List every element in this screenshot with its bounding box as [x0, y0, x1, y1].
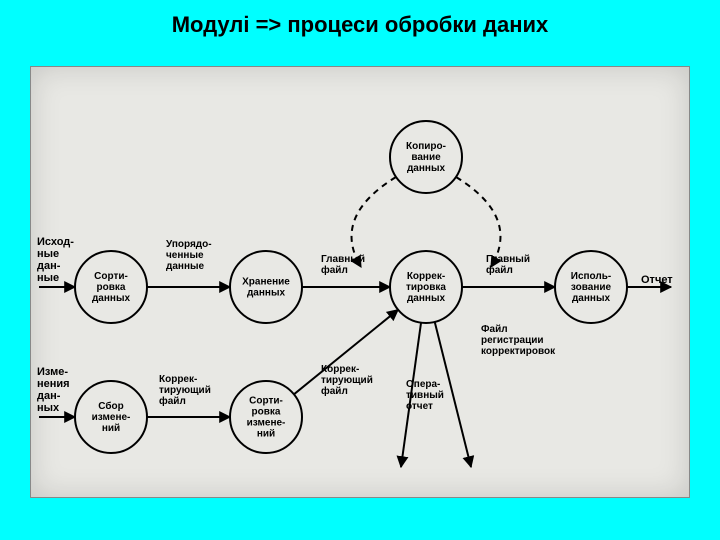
edge-label: Коррек-тирующийфайл — [321, 364, 373, 397]
node-label-collect: Сборизмене-ний — [92, 400, 131, 434]
node-label-store: Хранениеданных — [242, 277, 290, 299]
node-label-sortch: Сорти-ровкаизмене-ний — [247, 396, 286, 440]
external-label: Исход-ныедан-ные — [37, 236, 74, 284]
edge-label: Упорядо-ченныеданные — [166, 239, 212, 272]
node-label-corr: Коррек-тировкаданных — [406, 271, 446, 304]
diagram-container: Упорядо-ченныеданные Главныйфайл Главныйфа… — [30, 66, 690, 498]
node-label-sort: Сорти-ровкаданных — [92, 271, 131, 304]
edge-label: Главныйфайл — [321, 254, 365, 276]
node-label-use: Исполь-зованиеданных — [571, 271, 612, 304]
edge-label: Опера-тивныйотчет — [406, 379, 444, 412]
edge-label: Главныйфайл — [486, 254, 530, 276]
node-label-copy: Копиро-ваниеданных — [406, 141, 446, 174]
edge-label: Коррек-тирующийфайл — [159, 374, 211, 407]
external-label: Изме-нениядан-ных — [37, 366, 70, 414]
page-title: Модулі => процеси обробки даних — [0, 0, 720, 46]
flowchart-svg: Упорядо-ченныеданные Главныйфайл Главныйфа… — [31, 67, 691, 497]
edge-label: Файлрегистрациикорректировок — [481, 324, 556, 357]
external-label: Отчет — [641, 274, 673, 286]
